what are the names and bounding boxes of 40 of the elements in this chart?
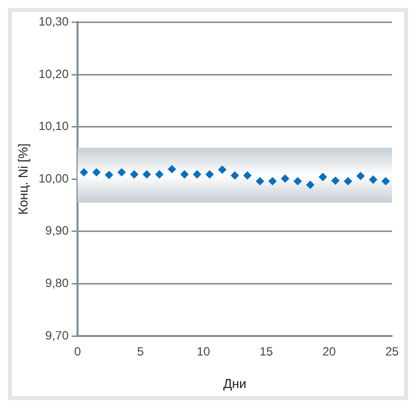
point [356,172,365,180]
point [142,170,151,178]
y-tick-label: 9,70 [45,328,69,342]
y-tick-label: 9,90 [45,224,69,238]
point [268,177,277,186]
point [193,170,202,178]
point [180,170,189,178]
x-tick-label: 5 [137,344,144,359]
point [92,168,100,176]
point [318,173,327,182]
point [344,177,352,186]
point [218,166,226,174]
y-tick-label: 10,10 [38,119,69,134]
point [281,174,290,183]
point [306,180,314,189]
y-tick-label: 10,00 [38,171,69,186]
y-tick-label: 9,80 [45,276,69,290]
point [206,170,214,178]
x-axis-title: Дни [223,376,246,391]
point [118,168,126,176]
x-tick-label: 15 [260,344,274,359]
x-tick-label: 10 [196,344,210,359]
point [155,170,164,178]
x-tick-label: 20 [322,344,336,359]
point [369,176,378,184]
y-tick-label: 10,30 [38,14,69,29]
x-tick-label: 0 [74,344,82,359]
y-axis-title: Конц. Ni [%] [15,143,30,215]
point [294,177,302,186]
point [331,176,340,185]
point [105,170,114,179]
point [230,171,239,180]
x-tick-label: 25 [385,344,399,359]
point [80,168,88,176]
point [243,171,252,180]
y-tick-label: 10,20 [38,66,69,81]
point [130,170,138,178]
point [382,177,390,186]
point [256,177,264,186]
point [168,165,176,174]
